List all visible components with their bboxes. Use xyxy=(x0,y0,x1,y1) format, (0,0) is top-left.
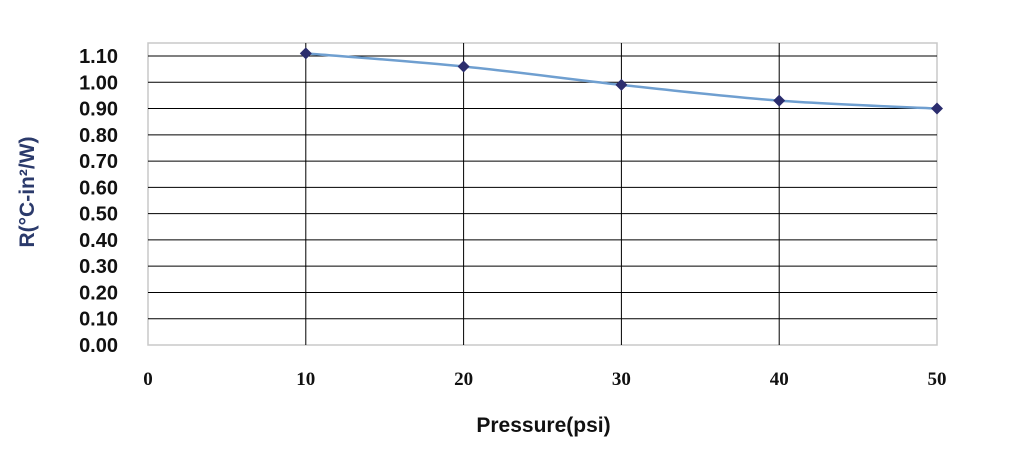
x-tick-label: 20 xyxy=(454,369,473,390)
y-tick-label: 0.40 xyxy=(79,230,118,252)
y-tick-label: 0.00 xyxy=(79,335,118,357)
y-tick-label: 1.00 xyxy=(79,72,118,94)
x-axis-tick-labels: 0 10 20 30 40 50 xyxy=(143,369,946,390)
data-point-marker xyxy=(773,94,786,107)
data-point-markers xyxy=(299,47,943,115)
y-tick-label: 0.10 xyxy=(79,309,118,331)
y-axis-tick-labels: 0.00 0.10 0.20 0.30 0.40 0.50 0.60 0.70 0.80 0.90… xyxy=(79,46,118,357)
data-point-marker xyxy=(299,47,312,60)
y-axis-title: R(°C-in²/W) xyxy=(16,136,39,247)
y-tick-label: 0.60 xyxy=(79,177,118,199)
x-tick-label: 0 xyxy=(143,369,153,390)
y-tick-label: 0.90 xyxy=(79,99,118,121)
x-tick-label: 50 xyxy=(928,369,947,390)
horizontal-gridlines xyxy=(148,55,937,320)
x-axis-title: Pressure(psi) xyxy=(476,414,610,437)
data-point-marker xyxy=(457,60,470,73)
x-tick-label: 40 xyxy=(770,369,789,390)
data-point-marker xyxy=(931,102,943,115)
y-tick-label: 1.10 xyxy=(79,46,118,68)
data-point-marker xyxy=(615,78,628,91)
y-tick-label: 0.30 xyxy=(79,256,118,278)
plot-area xyxy=(147,42,938,346)
y-tick-label: 0.50 xyxy=(79,204,118,226)
x-tick-label: 30 xyxy=(612,369,631,390)
vertical-gridlines xyxy=(305,43,780,345)
y-tick-label: 0.70 xyxy=(79,151,118,173)
y-tick-label: 0.80 xyxy=(79,125,118,147)
x-tick-label: 10 xyxy=(296,369,315,390)
y-tick-label: 0.20 xyxy=(79,282,118,304)
